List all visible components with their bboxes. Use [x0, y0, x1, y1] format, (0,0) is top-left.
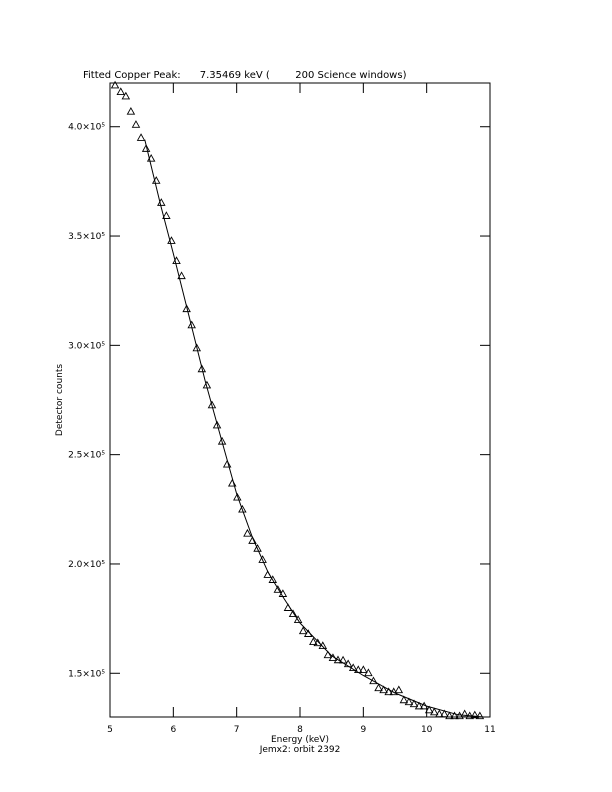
data-point — [177, 271, 186, 280]
data-point — [162, 211, 171, 219]
y-tick-label: 2.5×10⁵ — [68, 451, 105, 461]
data-point — [110, 80, 120, 89]
data-point — [414, 701, 424, 710]
data-point — [399, 695, 409, 704]
data-point — [192, 343, 202, 352]
data-point — [126, 106, 136, 115]
data-point — [470, 710, 480, 719]
data-point — [374, 683, 383, 692]
data-point — [288, 609, 298, 618]
data-point — [333, 655, 343, 664]
data-point — [379, 685, 388, 694]
y-tick-label: 2.0×10⁵ — [68, 560, 105, 570]
data-point — [182, 304, 191, 313]
data-point — [136, 133, 146, 141]
y-tick-label: 3.5×10⁵ — [68, 232, 105, 242]
data-point — [268, 575, 278, 583]
fit-line — [144, 139, 484, 718]
data-point — [121, 91, 131, 100]
data-point — [222, 459, 232, 468]
data-point — [253, 544, 262, 552]
y-tick-label: 3.0×10⁵ — [68, 341, 105, 351]
data-point — [359, 665, 368, 674]
data-point — [409, 699, 419, 708]
data-point — [248, 536, 257, 544]
data-point — [384, 687, 393, 696]
data-point — [298, 626, 308, 635]
data-point — [293, 615, 303, 623]
data-point — [450, 711, 459, 720]
x-tick-label: 7 — [234, 725, 240, 735]
x-tick-label: 10 — [421, 725, 433, 735]
data-point — [258, 555, 267, 563]
data-point — [309, 637, 318, 646]
x-tick-label: 8 — [297, 725, 303, 735]
data-point — [233, 492, 242, 501]
data-point — [440, 709, 449, 718]
x-tick-label: 6 — [170, 725, 176, 735]
x-tick-label: 11 — [484, 725, 495, 735]
data-point — [460, 709, 469, 718]
x-axis-label: Energy (keV) — [271, 735, 329, 745]
data-point — [197, 364, 207, 373]
data-point — [404, 697, 414, 706]
data-point — [323, 650, 333, 659]
data-point — [212, 420, 222, 429]
data-point — [430, 707, 439, 716]
x-tick-label: 9 — [360, 725, 366, 735]
data-point — [475, 711, 485, 720]
data-point — [364, 668, 373, 677]
data-point — [217, 436, 227, 445]
y-tick-label: 4.0×10⁵ — [68, 123, 105, 133]
y-tick-label: 1.5×10⁵ — [68, 669, 105, 679]
data-point — [435, 709, 444, 718]
data-point — [445, 711, 454, 720]
data-point — [207, 400, 217, 409]
data-point — [238, 504, 247, 513]
data-point — [348, 663, 358, 672]
data-point — [343, 659, 353, 668]
subtitle: Jemx2: orbit 2392 — [259, 745, 341, 755]
chart-title: Fitted Copper Peak: 7.35469 keV ( 200 Sc… — [83, 70, 407, 81]
y-axis-label: Detector counts — [55, 364, 65, 436]
data-point — [141, 144, 151, 152]
data-point — [243, 528, 252, 537]
data-point — [116, 87, 126, 95]
data-point — [424, 705, 434, 714]
data-point — [131, 120, 141, 128]
x-tick-label: 5 — [107, 725, 113, 735]
data-point — [273, 585, 283, 593]
data-point — [394, 685, 404, 694]
